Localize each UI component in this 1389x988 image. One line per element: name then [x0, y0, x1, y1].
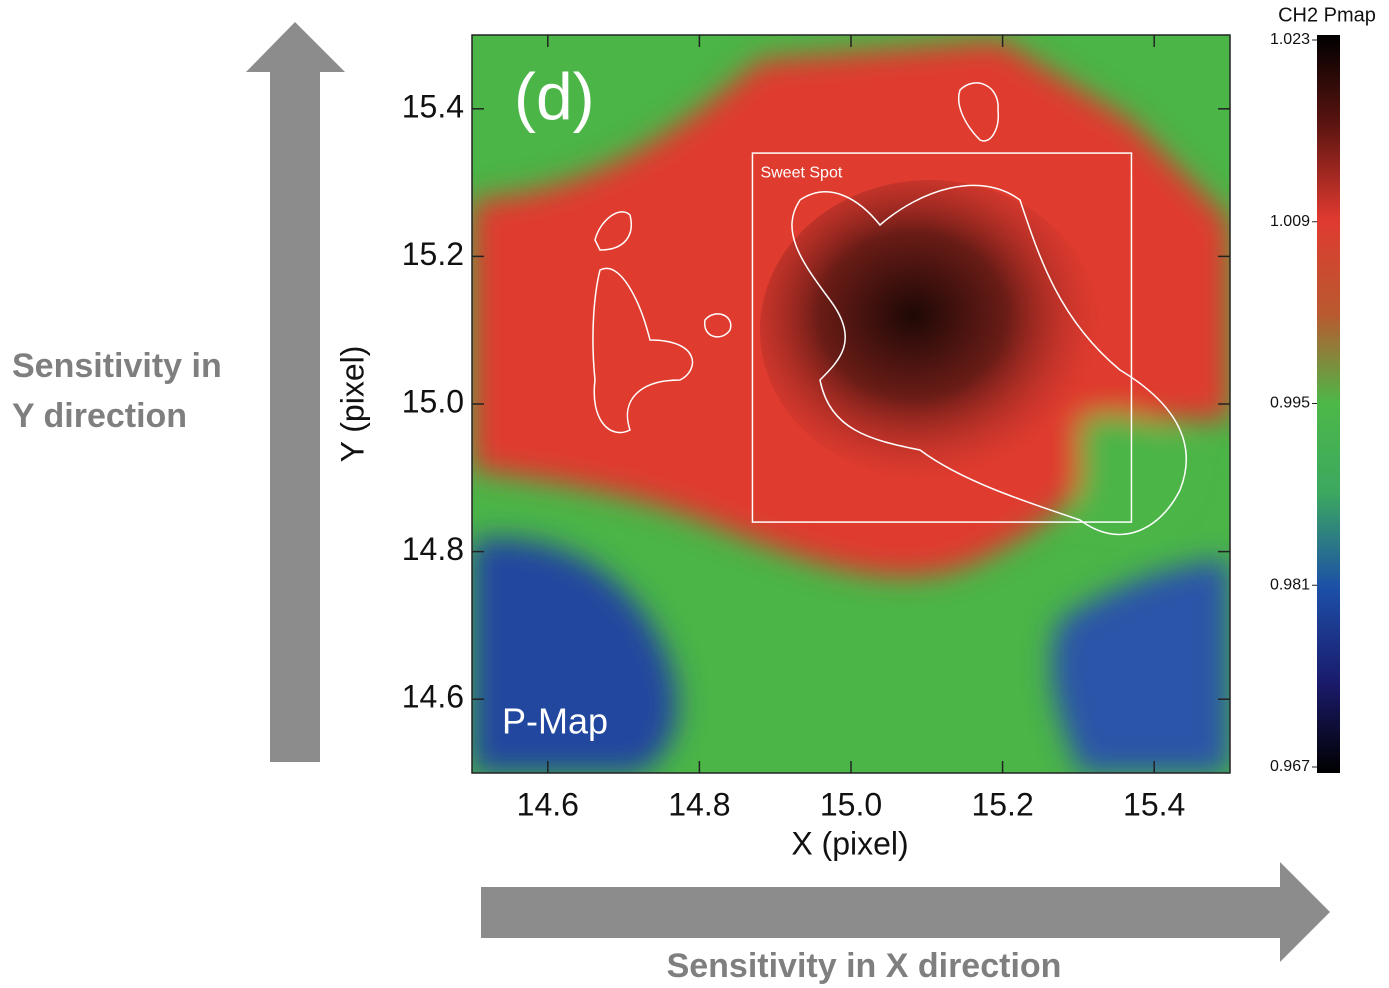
x-arrow-label: Sensitivity in X direction: [667, 947, 1062, 985]
y-arrow-label: Y direction: [12, 397, 187, 435]
colorbar: [1317, 35, 1340, 773]
y-axis-label: Y (pixel): [334, 346, 370, 463]
figure: CH2 Pmap X (pixel) Y (pixel) (d) P-Map S…: [0, 0, 1389, 988]
colorbar-tick-label: 1.009: [1270, 213, 1310, 230]
x-tick-label: 15.4: [1123, 786, 1185, 822]
colorbar-tick-label: 0.981: [1270, 576, 1310, 593]
colorbar-tick-label: 1.023: [1270, 31, 1310, 48]
x-axis-label: X (pixel): [791, 825, 908, 861]
colorbar-title: CH2 Pmap: [1278, 4, 1376, 26]
panel-label: (d): [514, 59, 595, 133]
x-tick-label: 14.8: [668, 786, 730, 822]
y-arrow-label: Sensitivity in: [12, 347, 222, 385]
x-tick-label: 15.2: [971, 786, 1033, 822]
colorbar-tick-label: 0.967: [1270, 758, 1310, 775]
y-arrow: [246, 22, 345, 762]
x-tick-label: 14.6: [517, 786, 579, 822]
y-tick-label: 14.8: [402, 531, 464, 567]
y-tick-label: 15.4: [402, 88, 464, 124]
colorbar-tick-label: 0.995: [1270, 395, 1310, 412]
heatmap-image: [472, 35, 1230, 773]
sweet-spot-label: Sweet Spot: [760, 164, 842, 181]
y-tick-label: 14.6: [402, 679, 464, 715]
map-label: P-Map: [502, 701, 608, 742]
y-tick-label: 15.2: [402, 236, 464, 272]
y-tick-label: 15.0: [402, 383, 464, 419]
x-tick-label: 15.0: [820, 786, 882, 822]
